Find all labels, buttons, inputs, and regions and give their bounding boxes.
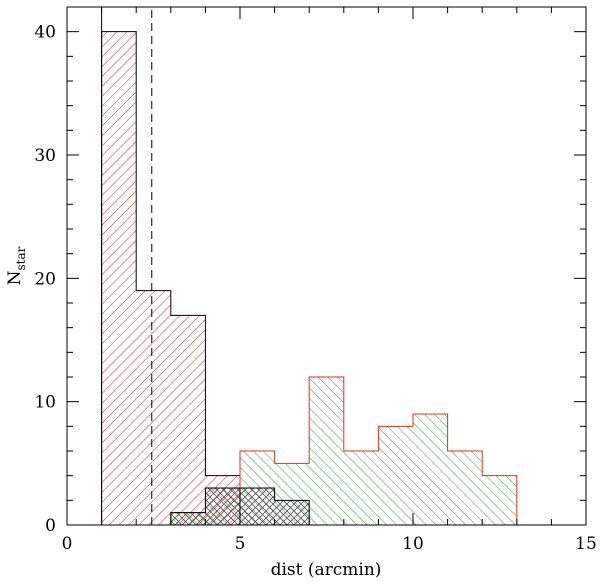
bar-s1-bin4 [309,377,344,525]
bar-s1-bin9 [482,475,517,525]
x-tick-label: 10 [402,534,424,554]
bar-s2-bin1 [205,488,240,525]
reference-lines [101,7,153,525]
y-tick-label: 20 [34,269,56,289]
bar-s2-bin3 [274,500,310,525]
y-axis-label: Nstar [5,246,28,285]
y-tick-label: 30 [34,146,56,166]
plot-frame [66,6,587,526]
bar-s0-bin0 [101,31,137,525]
bar-s0-bin2 [170,315,206,525]
bar-s2-bin2 [240,488,275,525]
bar-s0-bin1 [136,290,171,525]
bar-s2-bin0 [170,512,206,525]
x-tick-label: 0 [62,534,73,554]
outline-s0 [67,31,586,525]
y-axis-label-main: N [5,270,25,285]
x-tick-label: 15 [575,534,597,554]
bar-s1-bin7 [413,414,448,525]
y-tick-label: 40 [34,23,56,43]
y-tick-label: 10 [34,393,56,413]
y-tick-label: 0 [45,516,56,536]
x-axis-label: dist (arcmin) [271,560,382,580]
axis-ticks [66,6,587,526]
histogram-bars [101,31,517,525]
outline-s2 [170,487,310,525]
y-tick-labels: 0 10 20 30 40 [34,23,56,536]
bar-s1-bin6 [378,426,413,525]
bar-s1-bin8 [447,451,483,525]
x-tick-labels: 0 5 10 15 [62,534,597,554]
y-axis-label-subscript: star [14,246,28,270]
histogram-outlines [67,31,586,525]
bar-s1-bin5 [343,451,379,525]
x-tick-label: 5 [235,534,246,554]
